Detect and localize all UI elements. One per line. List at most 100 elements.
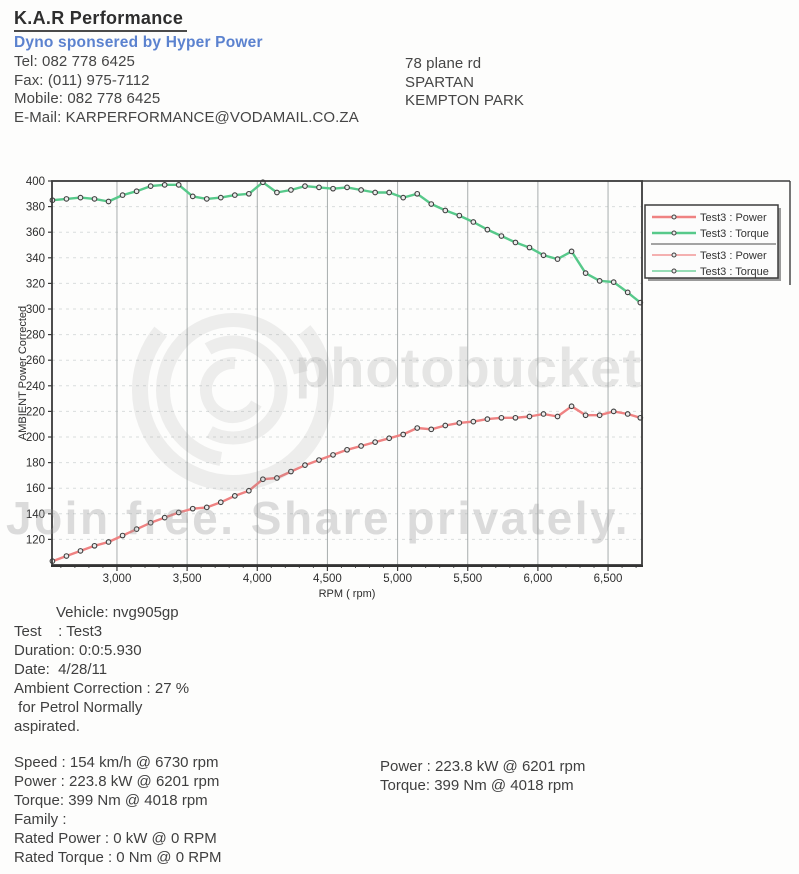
data-point-marker — [119, 192, 126, 198]
data-point-marker — [189, 193, 196, 200]
data-point-marker — [456, 420, 463, 426]
svg-text:120: 120 — [26, 534, 45, 546]
chart-legend: Test3 : Power Test3 : Torque Test3 : Power… — [644, 204, 781, 281]
legend-marker — [671, 230, 677, 236]
data-point-marker — [442, 207, 449, 214]
data-point-marker — [624, 411, 631, 417]
svg-text:300: 300 — [26, 304, 45, 316]
svg-text:340: 340 — [26, 253, 45, 265]
legend-marker — [671, 252, 677, 258]
data-point-marker — [610, 408, 617, 415]
contact-email: E-Mail: KARPERFORMANCE@VODAMAIL.CO.ZA — [14, 108, 359, 126]
torque-stat-right: Torque: 399 Nm @ 4018 rpm — [380, 777, 574, 794]
data-point-marker — [288, 187, 294, 193]
svg-text:400: 400 — [26, 176, 45, 188]
data-point-marker — [105, 198, 112, 205]
svg-text:280: 280 — [26, 330, 45, 342]
data-point-marker — [470, 219, 477, 225]
torque-series — [49, 179, 644, 306]
aspirated-line: aspirated. — [14, 718, 80, 735]
svg-text:140: 140 — [26, 509, 45, 521]
svg-text:160: 160 — [26, 483, 45, 495]
data-point-marker — [217, 499, 224, 506]
data-point-marker — [246, 487, 252, 494]
x-axis-title: RPM ( rpm) — [319, 588, 376, 600]
data-point-marker — [498, 233, 505, 239]
data-point-marker — [386, 189, 393, 196]
address-line-1: 78 plane rd — [405, 55, 482, 72]
date-line: Date: 4/28/11 — [14, 661, 108, 678]
data-point-marker — [470, 418, 477, 425]
data-point-marker — [554, 413, 561, 420]
data-point-marker — [316, 457, 322, 463]
data-point-marker — [105, 539, 112, 545]
data-point-marker — [358, 187, 364, 193]
y-gridlines — [52, 206, 642, 540]
data-point-marker — [344, 446, 350, 453]
data-point-marker — [302, 183, 308, 189]
svg-text:5,000: 5,000 — [383, 573, 412, 585]
address-line-3: KEMPTON PARK — [405, 92, 525, 109]
data-point-marker — [175, 181, 182, 188]
data-point-marker — [231, 192, 238, 198]
address-line-2: SPARTAN — [405, 73, 475, 91]
photobucket-tagline-watermark: Join free. Share privately. — [6, 492, 630, 544]
data-point-marker — [63, 553, 70, 559]
svg-text:6,500: 6,500 — [594, 573, 623, 585]
rated-power-stat: Rated Power : 0 kW @ 0 RPM — [14, 830, 217, 847]
data-point-marker — [568, 248, 575, 255]
address-block: 78 plane rd SPARTAN KEMPTON PARK — [405, 55, 524, 111]
svg-text:3,000: 3,000 — [103, 573, 132, 585]
data-point-marker — [161, 514, 168, 521]
data-point-marker — [582, 412, 589, 419]
svg-text:5,500: 5,500 — [453, 573, 482, 585]
data-point-marker — [372, 189, 378, 196]
data-point-marker — [540, 252, 547, 259]
data-point-marker — [91, 196, 98, 202]
svg-text:180: 180 — [26, 458, 45, 470]
svg-text:260: 260 — [26, 355, 45, 367]
data-point-marker — [175, 509, 182, 516]
svg-text:220: 220 — [26, 406, 45, 418]
data-point-marker — [484, 226, 491, 233]
data-point-marker — [386, 435, 393, 442]
data-point-marker — [442, 422, 449, 429]
family-stat: Family : — [14, 811, 67, 828]
data-point-marker — [512, 414, 519, 421]
legend-label: Test3 : Torque — [700, 228, 769, 240]
speed-stat: Speed : 154 km/h @ 6730 rpm — [14, 754, 219, 771]
data-point-marker — [217, 194, 224, 201]
svg-text:360: 360 — [26, 227, 45, 239]
data-point-marker — [400, 194, 407, 201]
data-point-marker — [358, 443, 364, 449]
y-axis-title: AMBIENT Power Corrected — [17, 306, 29, 440]
photobucket-text-watermark: photobucket — [295, 336, 642, 399]
data-point-marker — [344, 184, 350, 191]
data-point-marker — [596, 412, 603, 419]
data-point-marker — [330, 185, 336, 192]
data-point-marker — [624, 289, 631, 296]
data-point-marker — [133, 188, 140, 195]
stats-left-block: Speed : 154 km/h @ 6730 rpm Power : 223.… — [14, 753, 222, 867]
duration-line: Duration: 0:0:5.930 — [14, 642, 142, 659]
data-point-marker — [161, 181, 168, 188]
data-point-marker — [428, 426, 435, 433]
data-point-marker — [330, 452, 336, 458]
svg-text:240: 240 — [26, 381, 45, 393]
legend-label: Test3 : Torque — [700, 266, 769, 278]
svg-text:3,500: 3,500 — [173, 573, 202, 585]
fuel-line: for Petrol Normally — [14, 699, 143, 716]
contact-fax: Fax: (011) 975-7112 — [14, 71, 150, 89]
data-point-marker — [302, 462, 308, 469]
data-point-marker — [260, 476, 266, 483]
data-point-marker — [274, 475, 280, 481]
power-stat-right: Power : 223.8 kW @ 6201 rpm — [380, 758, 586, 775]
data-point-marker — [400, 431, 407, 438]
data-point-marker — [246, 190, 252, 197]
data-point-marker — [147, 519, 154, 526]
company-title: K.A.R Performance — [14, 8, 188, 32]
svg-text:6,000: 6,000 — [524, 573, 553, 585]
test-line: Test : Test3 — [14, 623, 103, 640]
data-point-marker — [316, 184, 322, 191]
